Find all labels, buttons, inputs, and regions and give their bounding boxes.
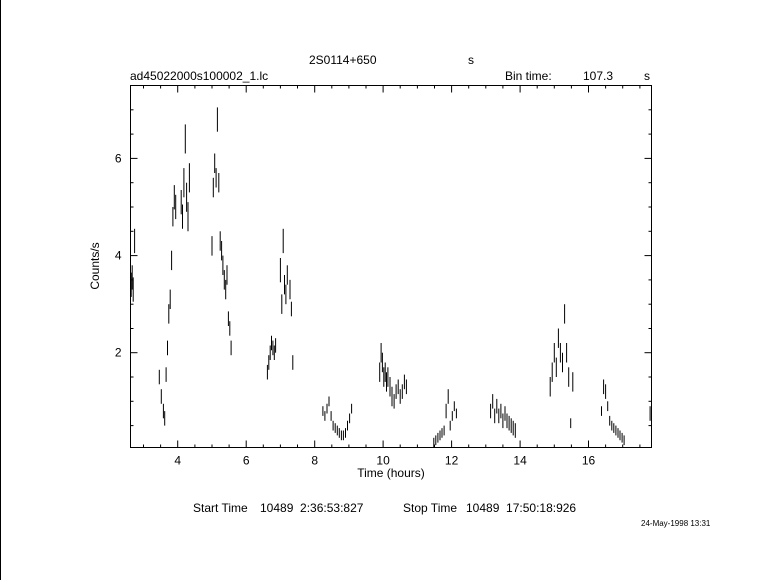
plot-frame bbox=[130, 85, 652, 448]
stop-time-value: 10489 17:50:18:926 bbox=[466, 501, 577, 515]
x-tick-label: 16 bbox=[582, 454, 596, 468]
bin-time-unit: s bbox=[644, 69, 650, 83]
plot-timestamp: 24-May-1998 13:31 bbox=[641, 519, 711, 528]
y-axis-label: Counts/s bbox=[88, 242, 102, 289]
source-unit: s bbox=[468, 53, 474, 67]
y-tick-label: 2 bbox=[115, 346, 122, 360]
x-tick-label: 4 bbox=[174, 454, 181, 468]
x-tick-label: 6 bbox=[243, 454, 250, 468]
start-time-value: 10489 2:36:53:827 bbox=[260, 501, 364, 515]
y-tick-label: 4 bbox=[115, 249, 122, 263]
page-border bbox=[0, 0, 1, 580]
data-points bbox=[130, 107, 652, 448]
x-tick-label: 14 bbox=[513, 454, 527, 468]
file-name: ad45022000s100002_1.lc bbox=[130, 69, 269, 83]
x-axis-ticks: 4 6 8 10 12 14 16 bbox=[143, 85, 641, 468]
x-tick-label: 12 bbox=[445, 454, 459, 468]
bin-time-label: Bin time: bbox=[505, 69, 552, 83]
y-tick-label: 6 bbox=[115, 151, 122, 165]
x-axis-label: Time (hours) bbox=[357, 466, 425, 480]
source-name: 2S0114+650 bbox=[309, 53, 377, 67]
y-axis-ticks: 2 4 6 bbox=[115, 85, 652, 427]
start-time-label: Start Time bbox=[193, 501, 248, 515]
stop-time-label: Stop Time bbox=[403, 501, 458, 515]
bin-time-value: 107.3 bbox=[583, 69, 614, 83]
x-tick-label: 8 bbox=[311, 454, 318, 468]
x-tick-label: 10 bbox=[376, 454, 390, 468]
